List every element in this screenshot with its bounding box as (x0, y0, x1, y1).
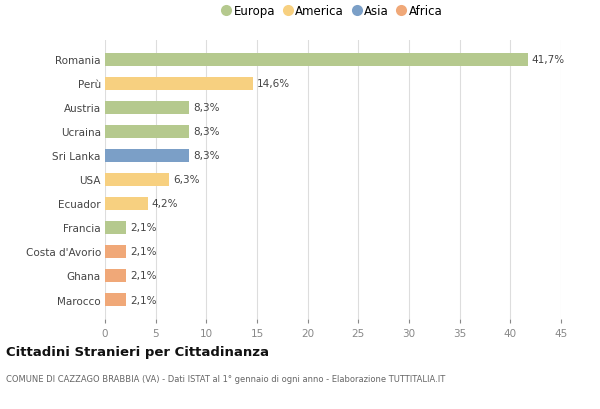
Bar (105, 269, 126, 282)
Text: 2,1%: 2,1% (130, 247, 157, 257)
Bar (105, 293, 126, 306)
Bar (105, 245, 126, 258)
Bar (105, 126, 189, 139)
Text: 41,7%: 41,7% (532, 55, 565, 65)
Bar (105, 173, 169, 187)
Text: 8,3%: 8,3% (193, 127, 220, 137)
Legend: Europa, America, Asia, Africa: Europa, America, Asia, Africa (223, 5, 443, 18)
Bar (105, 197, 148, 211)
Bar (105, 221, 126, 234)
Text: Cittadini Stranieri per Cittadinanza: Cittadini Stranieri per Cittadinanza (6, 346, 269, 359)
Text: COMUNE DI CAZZAGO BRABBIA (VA) - Dati ISTAT al 1° gennaio di ogni anno - Elabora: COMUNE DI CAZZAGO BRABBIA (VA) - Dati IS… (6, 374, 445, 383)
Bar (105, 149, 189, 163)
Bar (105, 54, 527, 67)
Bar (105, 78, 253, 91)
Text: 2,1%: 2,1% (130, 223, 157, 233)
Text: 8,3%: 8,3% (193, 103, 220, 113)
Text: 2,1%: 2,1% (130, 295, 157, 305)
Text: 2,1%: 2,1% (130, 271, 157, 281)
Text: 8,3%: 8,3% (193, 151, 220, 161)
Text: 4,2%: 4,2% (152, 199, 178, 209)
Text: 14,6%: 14,6% (257, 79, 290, 89)
Bar (105, 101, 189, 115)
Text: 6,3%: 6,3% (173, 175, 199, 185)
